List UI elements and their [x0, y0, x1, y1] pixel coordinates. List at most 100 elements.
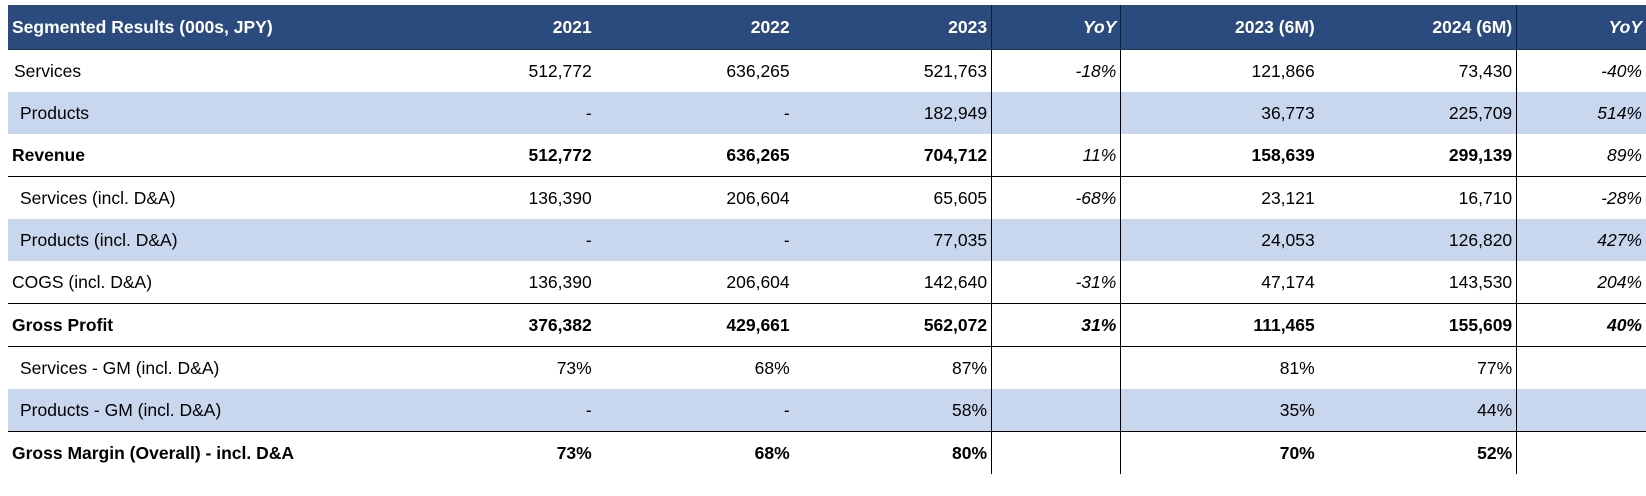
- col-header-2022: 2022: [595, 5, 794, 50]
- table-row-services: Services 512,772 636,265 521,763 -18% 12…: [8, 49, 1646, 92]
- row-label: Services (incl. D&A): [8, 176, 399, 219]
- cell-2021: -: [398, 389, 596, 432]
- table-title: Segmented Results (000s, JPY): [8, 5, 399, 50]
- segmented-results-table: Segmented Results (000s, JPY) 2021 2022 …: [8, 5, 1646, 474]
- cell-2024-6m: 77%: [1318, 346, 1517, 389]
- cell-yoy-6m: 89%: [1516, 134, 1646, 177]
- cell-2024-6m: 225,709: [1318, 92, 1517, 134]
- cell-2022: -: [595, 92, 794, 134]
- cell-2022: 636,265: [726, 144, 790, 165]
- cell-2023: 521,763: [923, 60, 988, 81]
- cell-2022: 68%: [595, 346, 794, 389]
- col-header-2021: 2021: [398, 5, 596, 50]
- cell-2023-6m: 121,866: [1251, 60, 1315, 81]
- cell-2023: 80%: [793, 431, 992, 474]
- cell-yoy-6m: 204%: [1516, 261, 1646, 304]
- cell-yoy-6m: -40%: [1516, 49, 1646, 92]
- cell-2023-6m: 111,465: [1120, 303, 1319, 347]
- row-label: Products - GM (incl. D&A): [8, 389, 399, 432]
- table-row-products-gm: Products - GM (incl. D&A) - - 58% 35% 44…: [8, 389, 1646, 432]
- table-row-products: Products - - 182,949 36,773 225,709 514%: [8, 92, 1646, 134]
- table-row-gross-profit: Gross Profit 376,382 429,661 562,072 31%…: [8, 303, 1646, 347]
- cell-yoy-annual: [991, 431, 1122, 474]
- cell-2021: -: [398, 92, 596, 134]
- row-label: Services - GM (incl. D&A): [8, 346, 399, 389]
- cell-2023-6m: 47,174: [1261, 271, 1315, 292]
- cell-2023: 77,035: [793, 219, 992, 261]
- cell-2024-6m: 126,820: [1318, 219, 1517, 261]
- col-header-2023-6m: 2023 (6M): [1120, 5, 1319, 50]
- cell-2021: 512,772: [528, 144, 592, 165]
- cell-2024-6m: 73,430: [1458, 60, 1513, 81]
- cell-2024-6m: 44%: [1318, 389, 1517, 432]
- cell-yoy-annual: -31%: [991, 261, 1122, 304]
- row-label: Revenue: [12, 144, 85, 165]
- cell-2023: 182,949: [793, 92, 992, 134]
- cell-2023: 87%: [793, 346, 992, 389]
- cell-2024-6m: 52%: [1318, 431, 1517, 474]
- row-label: Services: [14, 60, 82, 81]
- row-label: Products: [8, 92, 399, 134]
- cell-yoy-annual: [991, 219, 1122, 261]
- table-row-services-gm: Services - GM (incl. D&A) 73% 68% 87% 81…: [8, 346, 1646, 389]
- cell-yoy-6m: 427%: [1516, 219, 1646, 261]
- cell-2023-6m: 81%: [1120, 346, 1319, 389]
- cell-2022: -: [595, 389, 794, 432]
- cell-2021: 73%: [398, 431, 596, 474]
- cell-yoy-6m: 40%: [1516, 303, 1646, 347]
- cell-2024-6m: 155,609: [1318, 303, 1517, 347]
- cell-yoy-annual: 31%: [991, 303, 1122, 347]
- cell-2023-6m: 158,639: [1251, 144, 1315, 165]
- cell-2021: -: [398, 219, 596, 261]
- header-row: Segmented Results (000s, JPY) 2021 2022 …: [8, 5, 1646, 50]
- cell-2024-6m: 16,710: [1318, 176, 1517, 219]
- cell-2021: 136,390: [528, 271, 592, 292]
- cell-2023-6m: 35%: [1120, 389, 1319, 432]
- cell-yoy-6m: [1516, 389, 1646, 432]
- table-row-services-cogs: Services (incl. D&A) 136,390 206,604 65,…: [8, 176, 1646, 219]
- table-row-cogs: COGS (incl. D&A) 136,390 206,604 142,640…: [8, 261, 1646, 304]
- table-row-revenue: Revenue 512,772 636,265 704,712 11% 158,…: [8, 134, 1646, 177]
- col-header-2023: 2023: [793, 5, 992, 50]
- cell-2023: 142,640: [923, 271, 988, 292]
- row-label: COGS (incl. D&A): [12, 271, 153, 292]
- cell-2021: 376,382: [398, 303, 596, 347]
- cell-2024-6m: 299,139: [1448, 144, 1513, 165]
- cell-yoy-annual: [991, 92, 1122, 134]
- row-label: Gross Profit: [8, 303, 399, 347]
- cell-2022: 636,265: [726, 60, 790, 81]
- cell-yoy-6m: [1516, 346, 1646, 389]
- cell-2023: 562,072: [793, 303, 992, 347]
- cell-2023: 58%: [793, 389, 992, 432]
- cell-2022: 68%: [595, 431, 794, 474]
- row-label: Gross Margin (Overall) - incl. D&A: [8, 431, 399, 474]
- cell-2021: 136,390: [398, 176, 596, 219]
- cell-2023: 704,712: [923, 144, 988, 165]
- cell-yoy-annual: [991, 389, 1122, 432]
- cell-2023-6m: 70%: [1120, 431, 1319, 474]
- cell-yoy-annual: 11%: [991, 134, 1122, 177]
- cell-yoy-annual: -68%: [991, 176, 1122, 219]
- cell-2024-6m: 143,530: [1448, 271, 1513, 292]
- cell-2023-6m: 23,121: [1120, 176, 1319, 219]
- cell-2022: 206,604: [595, 176, 794, 219]
- col-header-yoy-6m: YoY: [1516, 5, 1646, 50]
- cell-2022: 429,661: [595, 303, 794, 347]
- cell-yoy-annual: [991, 346, 1122, 389]
- table-row-gross-margin: Gross Margin (Overall) - incl. D&A 73% 6…: [8, 431, 1646, 474]
- cell-2023-6m: 24,053: [1120, 219, 1319, 261]
- cell-2022: 206,604: [726, 271, 790, 292]
- cell-2021: 512,772: [528, 60, 592, 81]
- table-row-products-cogs: Products (incl. D&A) - - 77,035 24,053 1…: [8, 219, 1646, 261]
- row-label: Products (incl. D&A): [8, 219, 399, 261]
- col-header-yoy-annual: YoY: [991, 5, 1122, 50]
- cell-2023: 65,605: [793, 176, 992, 219]
- cell-yoy-6m: 514%: [1516, 92, 1646, 134]
- cell-yoy-annual: -18%: [991, 49, 1122, 92]
- cell-2022: -: [595, 219, 794, 261]
- col-header-2024-6m: 2024 (6M): [1318, 5, 1517, 50]
- cell-yoy-6m: -28%: [1516, 176, 1646, 219]
- cell-2021: 73%: [398, 346, 596, 389]
- cell-yoy-6m: [1516, 431, 1646, 474]
- cell-2023-6m: 36,773: [1120, 92, 1319, 134]
